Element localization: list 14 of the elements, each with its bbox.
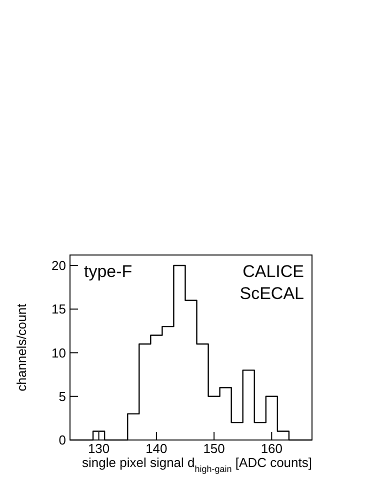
y-tick-label: 10 [52,345,66,360]
x-tick-label: 140 [146,441,168,456]
x-tick-label: 160 [260,441,283,456]
y-axis-title: channels/count [14,303,29,392]
annotation: type-F [84,262,132,281]
y-tick-label: 0 [58,432,66,448]
x-tick-label: 150 [203,441,225,456]
x-axis-title: single pixel signal d$_{high-gain}$ [ADC counts] [82,455,312,474]
annotation: CALICE [242,262,304,281]
annotation: ScECAL [240,284,304,303]
y-tick-label: 5 [58,388,66,404]
y-tick-label: 15 [52,302,66,317]
y-tick-label: 20 [52,258,66,274]
x-tick-label: 130 [88,441,110,456]
